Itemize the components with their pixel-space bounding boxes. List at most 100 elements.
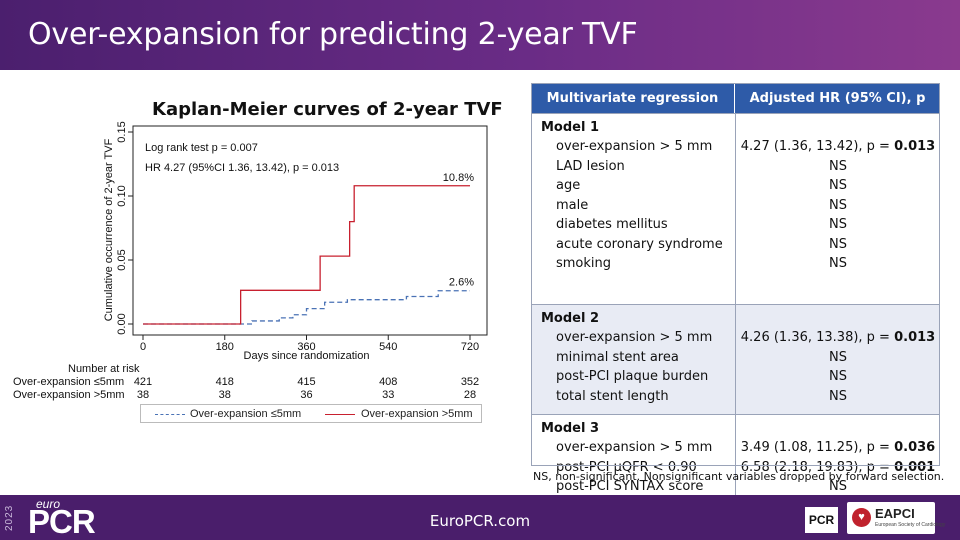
chart-legend: Over-expansion ≤5mm Over-expansion >5mm — [140, 404, 482, 423]
risk-value: 28 — [463, 389, 477, 401]
table-row: post-PCI plaque burden NS — [531, 369, 940, 389]
legend-label-gt5: Over-expansion >5mm — [361, 408, 473, 420]
variable-name: smoking — [556, 256, 612, 271]
footer-url[interactable]: EuroPCR.com — [429, 512, 531, 530]
variable-name: age — [556, 178, 581, 193]
x-tick-label: 540 — [379, 341, 397, 353]
hazard-ratio: NS — [829, 369, 847, 384]
curve-le5 — [143, 290, 470, 325]
risk-table-header: Number at risk — [68, 363, 140, 375]
table-row: post-PCI μQFR < 0.90 6.58 (2.18, 19.83), … — [531, 460, 940, 480]
end-label-le5: 2.6% — [449, 277, 474, 289]
hazard-ratio: 4.27 (1.36, 13.42), p = 0.013 — [740, 139, 936, 154]
eapci-subtitle: European Society of Cardiology — [875, 522, 946, 528]
hazard-ratio: NS — [829, 197, 847, 213]
x-tick-label: 180 — [216, 341, 234, 353]
table-footnote: NS, non-significant. Nonsignificant vari… — [533, 470, 945, 483]
heart-icon: ♥ — [852, 508, 871, 527]
variable-name: over-expansion > 5 mm — [556, 330, 713, 345]
risk-value: 38 — [136, 389, 150, 401]
table-row: male NS — [531, 198, 940, 218]
y-tick-label: 0.15 — [116, 121, 128, 142]
variable-name: over-expansion > 5 mm — [556, 139, 713, 154]
table-divider — [735, 113, 736, 496]
p-value: 0.013 — [894, 139, 936, 154]
risk-value: 352 — [460, 376, 480, 388]
table-row: diabetes mellitus NS — [531, 217, 940, 237]
table-row: post-PCI SYNTAX score NS — [531, 479, 940, 499]
footer: 2023 euro PCR EuroPCR.com — [0, 495, 960, 540]
y-tick-label: 0.05 — [116, 249, 128, 270]
title-bar: Over-expansion for predicting 2-year TVF — [0, 0, 960, 70]
variable-name: post-PCI plaque burden — [556, 369, 709, 384]
table-row: over-expansion > 5 mm 4.27 (1.36, 13.42),… — [531, 139, 940, 159]
table-row: LAD lesion NS — [531, 159, 940, 179]
hazard-ratio: NS — [829, 178, 847, 193]
legend-swatch-le5 — [155, 414, 185, 415]
model-title: Model 1 — [541, 120, 600, 135]
regression-table: Multivariate regression Adjusted HR (95%… — [531, 83, 940, 496]
annotation-logrank: Log rank test p = 0.007 — [145, 142, 258, 154]
p-value: 0.001 — [894, 459, 936, 475]
header-multivariate: Multivariate regression — [531, 83, 735, 113]
hazard-ratio: NS — [829, 217, 847, 232]
x-axis-label: Days since randomization — [244, 350, 370, 362]
risk-value: 408 — [379, 376, 398, 388]
hazard-ratio: 6.58 (2.18, 19.83), p = 0.001 — [740, 459, 936, 475]
table-row: age NS — [531, 178, 940, 198]
annotation-hr: HR 4.27 (95%CI 1.36, 13.42), p = 0.013 — [145, 162, 339, 174]
variable-name: post-PCI μQFR < 0.90 — [556, 459, 697, 475]
hazard-ratio: NS — [829, 388, 847, 404]
risk-value: 421 — [133, 376, 153, 388]
model-title: Model 2 — [541, 311, 600, 326]
plot-frame — [132, 125, 488, 336]
hazard-ratio: 4.26 (1.36, 13.38), p = 0.013 — [740, 330, 936, 345]
eapci-logo: ♥ EAPCI European Society of Cardiology — [847, 502, 945, 534]
hazard-ratio: NS — [829, 256, 847, 271]
table-header: Multivariate regression Adjusted HR (95%… — [531, 83, 940, 113]
variable-name: male — [556, 197, 589, 213]
hazard-ratio: NS — [829, 479, 847, 494]
footer-logo-euro: euro — [36, 497, 61, 511]
hazard-ratio: NS — [829, 236, 847, 252]
risk-value: 33 — [382, 389, 395, 401]
variable-name: total stent length — [556, 388, 669, 404]
y-tick-label: 0.10 — [116, 185, 128, 206]
eapci-name: EAPCI — [875, 506, 915, 521]
risk-value: 418 — [215, 376, 234, 388]
pcr-logo: PCR — [805, 507, 838, 533]
variable-name: LAD lesion — [556, 158, 625, 174]
table-row: total stent length NS — [531, 389, 940, 409]
y-tick-label: 0.00 — [116, 313, 128, 334]
y-axis-label: Cumulative occurrence of 2-year TVF — [103, 138, 115, 321]
variable-name: diabetes mellitus — [556, 217, 668, 232]
risk-value: 36 — [300, 389, 313, 401]
variable-name: minimal stent area — [556, 349, 679, 365]
variable-name: acute coronary syndrome — [556, 236, 723, 252]
table-row: over-expansion > 5 mm 4.26 (1.36, 13.38),… — [531, 330, 940, 350]
variable-name: over-expansion > 5 mm — [556, 440, 713, 455]
risk-row-label: Over-expansion >5mm — [13, 389, 125, 401]
risk-value: 38 — [218, 389, 231, 401]
hazard-ratio: NS — [829, 158, 847, 174]
hazard-ratio: NS — [829, 349, 847, 365]
curve-gt5 — [143, 185, 470, 325]
risk-value: 415 — [297, 376, 316, 388]
hazard-ratio: 3.49 (1.08, 11.25), p = 0.036 — [740, 440, 936, 455]
legend-swatch-gt5 — [325, 414, 355, 415]
p-value: 0.036 — [894, 440, 936, 455]
table-row: smoking NS — [531, 256, 940, 276]
table-row: over-expansion > 5 mm 3.49 (1.08, 11.25),… — [531, 440, 940, 460]
p-value: 0.013 — [894, 330, 936, 345]
x-tick-label: 720 — [461, 341, 479, 353]
risk-row-label: Over-expansion ≤5mm — [13, 376, 125, 388]
slide-title: Over-expansion for predicting 2-year TVF — [28, 17, 638, 52]
model-title: Model 3 — [541, 421, 600, 436]
x-tick-label: 360 — [297, 341, 315, 353]
footer-logo-pcr: PCR — [28, 503, 96, 540]
legend-label-le5: Over-expansion ≤5mm — [190, 408, 302, 420]
table-row: minimal stent area NS — [531, 350, 940, 370]
table-row: acute coronary syndrome NS — [531, 237, 940, 257]
header-adjusted-hr: Adjusted HR (95% CI), p — [749, 90, 926, 106]
